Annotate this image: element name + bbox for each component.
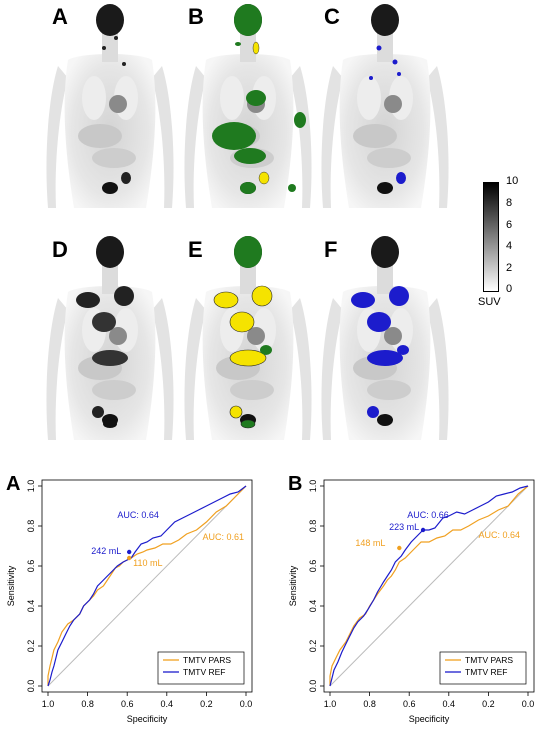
- y-tick-label: 0.8: [26, 520, 36, 533]
- x-tick-label: 0.6: [121, 699, 134, 709]
- annotation-label: AUC: 0.64: [117, 510, 159, 520]
- y-axis-label: Sensitivity: [288, 565, 298, 606]
- pet-panel-d: [46, 236, 174, 440]
- chance-diagonal: [47, 485, 247, 687]
- plot-frame: [41, 479, 253, 693]
- y-tick-label: 0.0: [26, 680, 36, 693]
- y-tick-label: 0.4: [26, 600, 36, 613]
- y-tick-label: 0.2: [26, 640, 36, 653]
- annotation-label: 110 mL: [133, 558, 162, 568]
- x-axis-label: Specificity: [127, 714, 168, 724]
- y-tick-label: 0.6: [26, 560, 36, 573]
- x-tick-label: 0.0: [240, 699, 253, 709]
- colorbar-gradient: [483, 182, 499, 292]
- roc-series-line-pars: [47, 485, 247, 686]
- annotation-label: 242 mL: [91, 546, 121, 556]
- panel-letter-e: E: [188, 237, 203, 262]
- legend-label: TMTV PARS: [465, 655, 513, 665]
- annotation-label: AUC: 0.66: [407, 510, 449, 520]
- roc-chart-b: B 0.0 0.2 0.4 0.6 0.8 1.0 1.0 0.8 0.6 0.4 0.2 0.0 Spe…: [288, 473, 535, 724]
- colorbar-unit-label: SUV: [478, 296, 501, 308]
- legend-label: TMTV REF: [465, 667, 508, 677]
- threshold-point: [126, 549, 132, 555]
- pet-panel-e: [184, 236, 312, 440]
- y-tick-label: 0.4: [308, 600, 318, 613]
- x-tick-label: 0.4: [443, 699, 456, 709]
- x-tick-label: 0.4: [161, 699, 174, 709]
- y-axis-label: Sensitivity: [6, 565, 16, 606]
- panel-letter-a: A: [52, 4, 68, 29]
- y-tick-label: 0.6: [308, 560, 318, 573]
- y-tick-label: 0.2: [308, 640, 318, 653]
- chance-diagonal: [329, 485, 529, 687]
- x-tick-label: 0.2: [482, 699, 495, 709]
- y-tick-label: 0.8: [308, 520, 318, 533]
- threshold-point: [397, 545, 402, 551]
- colorbar-tick: 10: [506, 175, 519, 187]
- legend-box: [439, 651, 527, 685]
- x-axis-label: Specificity: [409, 714, 450, 724]
- pet-panel-b: [184, 4, 312, 208]
- roc-chart-a: A 0.0 0.2 0.4 0.6 0.8 1.0 1.0 0.8 0.6 0.4 0.2 0.0 Spe…: [6, 473, 253, 724]
- colorbar-tick: 6: [506, 219, 513, 231]
- roc-series-line-ref: [329, 485, 529, 687]
- roc-series-line-ref: [47, 485, 247, 687]
- panel-letter: A: [6, 473, 20, 495]
- annotation-label: AUC: 0.61: [202, 532, 244, 542]
- x-tick-label: 1.0: [324, 699, 337, 709]
- y-tick-label: 1.0: [26, 480, 36, 493]
- annotation-label: AUC: 0.64: [479, 530, 521, 540]
- x-tick-label: 1.0: [42, 699, 55, 709]
- pet-panel-a: [46, 4, 174, 208]
- x-tick-label: 0.8: [81, 699, 94, 709]
- plot-frame: [323, 479, 535, 693]
- x-tick-label: 0.6: [403, 699, 416, 709]
- x-tick-label: 0.2: [200, 699, 213, 709]
- pet-panel-f: [321, 236, 449, 440]
- threshold-point: [126, 555, 132, 561]
- y-tick-label: 1.0: [308, 480, 318, 493]
- colorbar-tick: 8: [506, 197, 513, 209]
- y-tick-label: 0.0: [308, 680, 318, 693]
- panel-letter-d: D: [52, 237, 68, 262]
- pet-panels-svg: [46, 4, 449, 440]
- x-tick-label: 0.8: [363, 699, 376, 709]
- legend-box: [157, 651, 245, 685]
- legend-label: TMTV PARS: [183, 655, 231, 665]
- panel-letter-c: C: [324, 4, 340, 29]
- panel-letter-b: B: [188, 4, 204, 29]
- panel-letter-f: F: [324, 237, 338, 262]
- roc-series-line-pars: [329, 485, 529, 686]
- pet-panel-c: [321, 4, 449, 208]
- threshold-point: [420, 527, 426, 533]
- annotation-label: 223 mL: [389, 522, 419, 532]
- colorbar-tick: 2: [506, 262, 513, 274]
- panel-letter: B: [288, 473, 302, 495]
- annotation-label: 148 mL: [355, 538, 385, 548]
- colorbar-tick: 0: [506, 283, 513, 295]
- legend-label: TMTV REF: [183, 667, 226, 677]
- x-tick-label: 0.0: [522, 699, 535, 709]
- colorbar-tick: 4: [506, 240, 513, 252]
